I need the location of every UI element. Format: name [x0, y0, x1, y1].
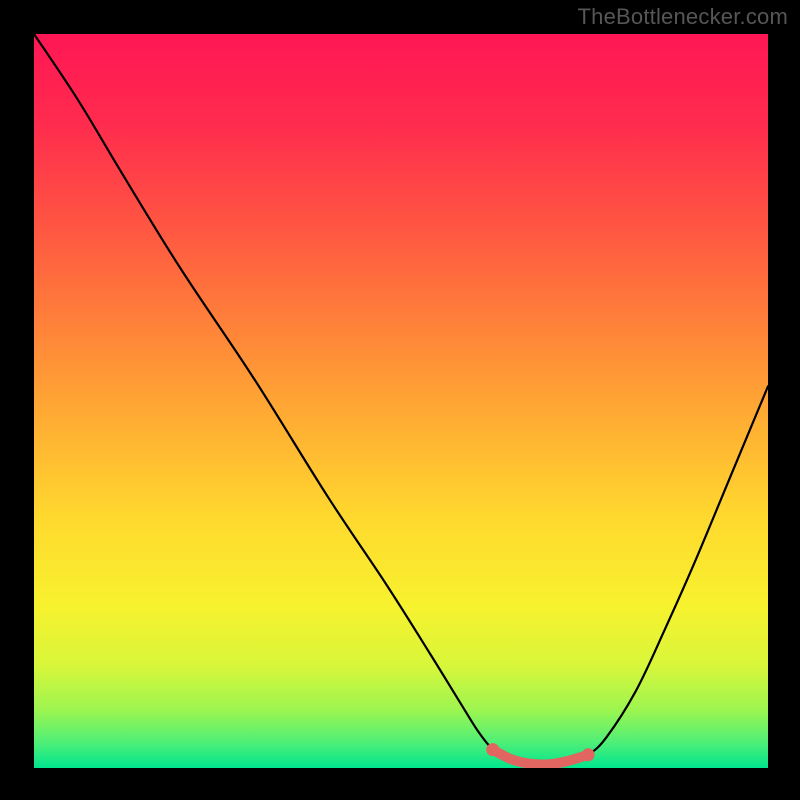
- highlight-start-marker: [486, 743, 499, 756]
- chart-container: TheBottlenecker.com: [0, 0, 800, 800]
- plot-svg: [34, 34, 768, 768]
- highlight-end-marker: [582, 748, 595, 761]
- gradient-background: [34, 34, 768, 768]
- watermark-text: TheBottlenecker.com: [578, 4, 788, 30]
